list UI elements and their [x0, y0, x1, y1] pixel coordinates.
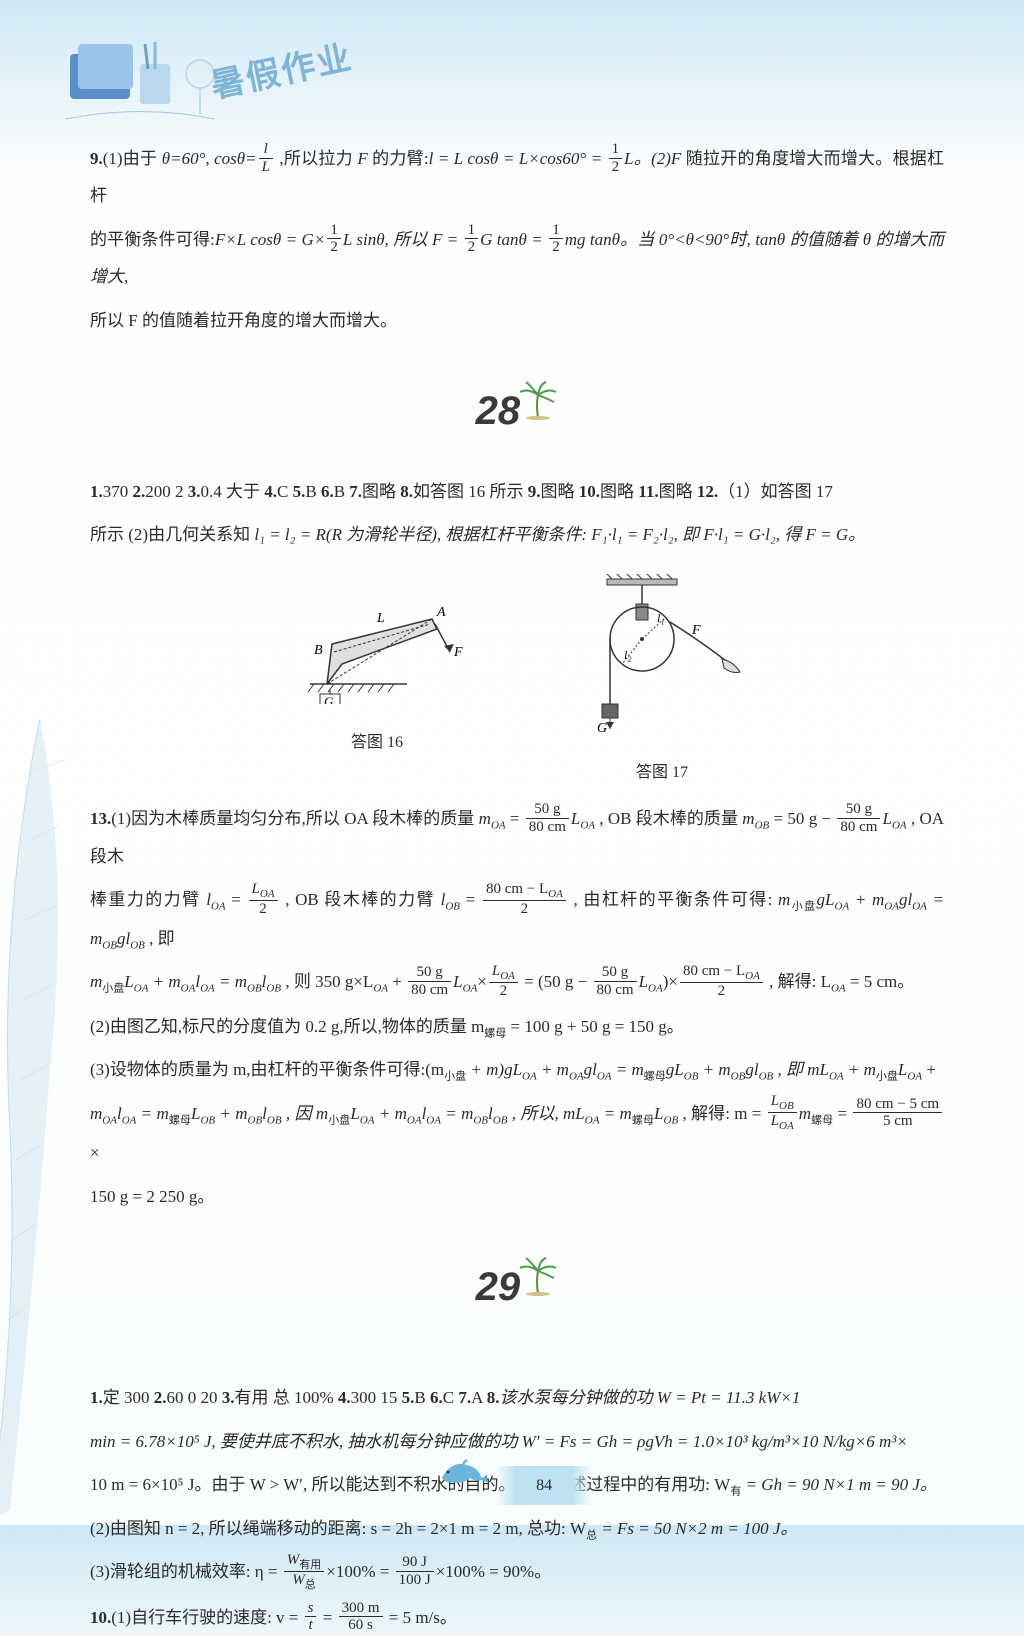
q9-theta: θ=60°, cosθ= [162, 149, 257, 168]
svg-text:L: L [376, 611, 385, 626]
q13-line7: 150 g = 2 250 g。 [90, 1178, 944, 1215]
s29-line6: 10.(1)自行车行驶的速度: v = st = 300 m60 s = 5 m… [90, 1599, 944, 1636]
q9-number: 9. [90, 149, 103, 168]
svg-text:F: F [691, 623, 701, 638]
header-illustration [60, 24, 220, 124]
banner-title: 暑假作业 [204, 22, 360, 125]
figure-16-svg: B A L F G [272, 574, 482, 704]
section-29-number: 29 [476, 1243, 521, 1331]
palm-icon [518, 1256, 558, 1296]
figures-row: B A L F G 答图 16 l₁ l₂ F G [90, 574, 944, 791]
palm-icon [518, 380, 558, 420]
page-content: 9.(1)由于 θ=60°, cosθ=lL ,所以拉力 F 的力臂:l = L… [90, 140, 944, 1636]
q13-line4: (2)由图乙知,标尺的分度值为 0.2 g,所以,物体的质量 m螺母 = 100… [90, 1008, 944, 1046]
q13-line6: mOAlOA = m螺母LOB + mOBlOB , 因 m小盘LOA + mO… [90, 1095, 944, 1172]
figure-16: B A L F G 答图 16 [272, 574, 482, 791]
q13-line2: 棒重力的力臂 lOA = LOA2 , OB 段木棒的力臂 lOB = 80 c… [90, 881, 944, 957]
q9-line3: 所以 F 的值随着拉开角度的增大而增大。 [90, 302, 944, 339]
section-28-header: 28 [90, 367, 944, 455]
q13-line1: 13.(1)因为木棒质量均匀分布,所以 OA 段木棒的质量 mOA = 50 g… [90, 800, 944, 875]
svg-text:B: B [314, 643, 323, 658]
svg-text:A: A [436, 605, 446, 620]
s28-answers-line1: 1.370 2.200 2 3.0.4 大于 4.C 5.B 6.B 7.图略 … [90, 473, 944, 510]
s29-line1: 1.定 300 2.60 0 20 3.有用 总 100% 4.300 15 5… [90, 1379, 944, 1416]
section-29-header: 29 [90, 1243, 944, 1331]
s29-line5: (3)滑轮组的机械效率: η = W有用W总×100% = 90 J100 J×… [90, 1553, 944, 1593]
svg-text:l₁: l₁ [657, 611, 665, 625]
section-28-number: 28 [476, 367, 521, 455]
svg-text:F: F [453, 645, 463, 660]
figure-16-caption: 答图 16 [272, 725, 482, 760]
q9-line1: 9.(1)由于 θ=60°, cosθ=lL ,所以拉力 F 的力臂:l = L… [90, 140, 944, 215]
frac: lL [259, 141, 273, 175]
svg-text:G: G [324, 694, 334, 704]
figure-17: l₁ l₂ F G 答图 17 [562, 574, 762, 791]
s29-line4: (2)由图知 n = 2, 所以绳端移动的距离: s = 2h = 2×1 m … [90, 1510, 944, 1548]
q13-line5: (3)设物体的质量为 m,由杠杆的平衡条件可得:(m小盘 + m)gLOA + … [90, 1051, 944, 1089]
figure-17-caption: 答图 17 [562, 755, 762, 790]
figure-17-svg: l₁ l₂ F G [562, 574, 762, 734]
dolphin-icon [432, 1450, 492, 1490]
q13-line3: m小盘LOA + mOAlOA = mOBlOB , 则 350 g×LOA +… [90, 963, 944, 1001]
s28-answers-line2: 所示 (2)由几何关系知 l₁ = l₂ = R(R 为滑轮半径), 根据杠杆平… [90, 516, 944, 553]
page-footer: 84 [432, 1450, 592, 1505]
svg-text:G: G [597, 721, 607, 734]
feather-decoration [0, 720, 100, 1520]
page-number: 84 [496, 1466, 592, 1505]
svg-text:l₂: l₂ [624, 648, 632, 662]
q9-text: (1)由于 [103, 149, 162, 168]
q9-line2: 的平衡条件可得:F×L cosθ = G×12L sinθ, 所以 F = 12… [90, 221, 944, 296]
